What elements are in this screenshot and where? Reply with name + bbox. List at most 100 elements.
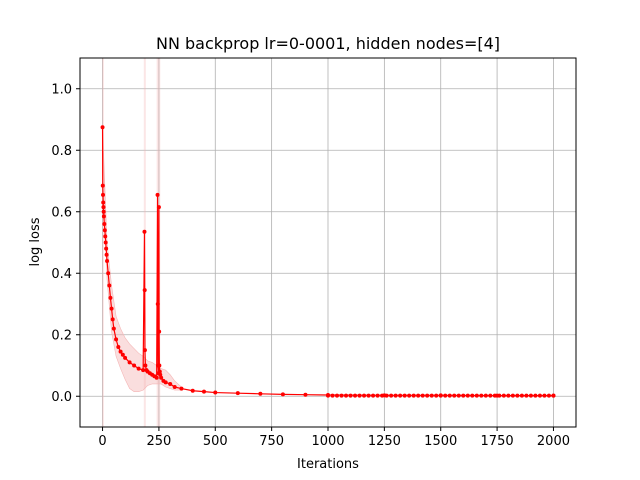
x-tick-label: 250	[146, 434, 171, 449]
data-point	[330, 393, 335, 398]
data-point	[110, 317, 115, 322]
chart-title: NN backprop lr=0-0001, hidden nodes=[4]	[156, 34, 500, 53]
data-point	[371, 393, 376, 398]
data-point	[434, 393, 439, 398]
data-point	[497, 393, 502, 398]
vertical-band	[102, 58, 104, 427]
data-point	[106, 271, 111, 276]
data-point	[384, 393, 389, 398]
data-point	[100, 192, 105, 197]
data-point	[357, 393, 362, 398]
data-point	[542, 393, 547, 398]
data-points-layer	[100, 125, 556, 398]
y-tick-label: 0.8	[51, 144, 72, 159]
data-point	[100, 183, 105, 188]
data-point	[114, 337, 119, 342]
data-point	[213, 390, 218, 395]
data-point	[141, 368, 146, 373]
y-tick-label: 0.4	[51, 267, 72, 282]
x-tick-label: 1250	[368, 434, 401, 449]
data-point	[104, 252, 109, 257]
data-point	[438, 393, 443, 398]
data-point	[515, 393, 520, 398]
data-point	[143, 363, 148, 368]
data-point	[470, 393, 475, 398]
data-point	[474, 393, 479, 398]
data-point	[551, 393, 556, 398]
data-point	[528, 393, 533, 398]
data-point	[519, 393, 524, 398]
data-point	[157, 329, 162, 334]
data-point	[102, 222, 107, 227]
data-point	[425, 393, 430, 398]
data-point	[366, 393, 371, 398]
x-tick-label: 1000	[311, 434, 344, 449]
x-axis-label: Iterations	[297, 457, 359, 472]
x-tick-label: 0	[98, 434, 106, 449]
data-point	[488, 393, 493, 398]
data-point	[118, 349, 123, 354]
data-point	[402, 393, 407, 398]
data-point	[109, 306, 114, 311]
data-point	[303, 392, 308, 397]
data-point	[157, 369, 162, 374]
data-point	[108, 295, 113, 300]
y-tick-label: 0.6	[51, 205, 72, 220]
data-point	[116, 345, 121, 350]
y-tick-label: 1.0	[51, 82, 72, 97]
data-point	[157, 363, 162, 368]
grid-layer	[80, 58, 576, 427]
data-point	[461, 393, 466, 398]
data-point	[533, 393, 538, 398]
y-axis-label: log loss	[28, 217, 43, 266]
data-point	[101, 200, 106, 205]
data-point	[159, 375, 164, 380]
y-tick-label: 0.2	[51, 328, 72, 343]
data-point	[465, 393, 470, 398]
data-point	[411, 393, 416, 398]
data-point	[501, 393, 506, 398]
data-point	[452, 393, 457, 398]
data-point	[103, 234, 108, 239]
data-point	[120, 352, 125, 357]
data-point	[339, 393, 344, 398]
x-tick-label: 2000	[537, 434, 570, 449]
data-point	[172, 385, 177, 390]
data-point	[100, 125, 105, 130]
data-point	[447, 393, 452, 398]
data-point	[492, 393, 497, 398]
data-point	[348, 393, 353, 398]
data-point	[132, 363, 137, 368]
y-tick-label: 0.0	[51, 390, 72, 405]
data-point	[142, 288, 147, 293]
data-point	[335, 393, 340, 398]
x-tick-label: 750	[259, 434, 284, 449]
data-point	[393, 393, 398, 398]
data-point	[235, 391, 240, 396]
data-point	[380, 393, 385, 398]
data-point	[258, 391, 263, 396]
data-point	[154, 375, 159, 380]
data-point	[104, 246, 109, 251]
data-point	[101, 214, 106, 219]
data-point	[123, 355, 128, 360]
data-point	[179, 386, 184, 391]
data-point	[344, 393, 349, 398]
data-point	[163, 380, 168, 385]
data-point	[546, 393, 551, 398]
data-point	[158, 372, 163, 377]
data-point	[506, 393, 511, 398]
data-point	[202, 389, 206, 394]
data-point	[142, 348, 147, 353]
data-point	[389, 393, 394, 398]
data-point	[107, 283, 112, 288]
tick-layer: 0 250 500 750 1000 1250 1500 1750 2000 0.0 0.2 0.4 0…	[51, 82, 570, 449]
data-point	[102, 228, 107, 233]
data-point	[326, 393, 330, 398]
data-point	[375, 393, 380, 398]
data-point	[398, 393, 403, 398]
data-point	[483, 393, 488, 398]
x-tick-label: 500	[203, 434, 228, 449]
data-point	[155, 192, 160, 197]
